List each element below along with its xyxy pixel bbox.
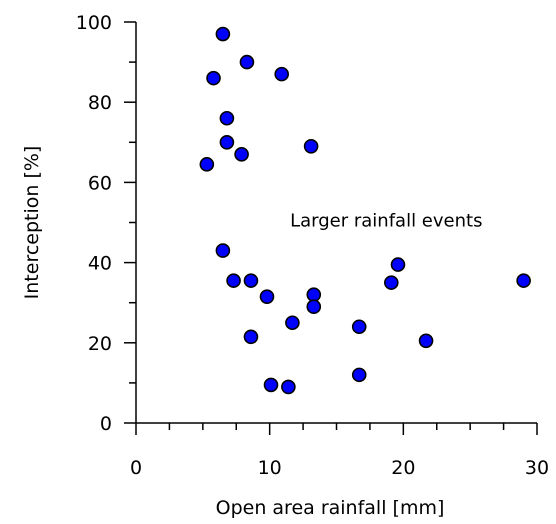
data-point	[351, 319, 367, 335]
data-point	[285, 315, 300, 331]
y-axis-title: Interception [%]	[21, 146, 43, 300]
data-point	[239, 54, 255, 70]
y-tick-label: 100	[76, 12, 112, 34]
y-tick-label: 40	[88, 253, 112, 275]
data-point	[390, 257, 406, 272]
data-point	[351, 367, 367, 383]
y-tick-label: 80	[88, 92, 112, 114]
annotation-label: Larger rainfall events	[290, 211, 482, 232]
data-point	[234, 147, 249, 162]
y-tick-label: 20	[88, 333, 112, 355]
data-point	[243, 329, 259, 345]
data-point	[418, 333, 434, 349]
data-point	[226, 273, 241, 288]
data-point	[206, 70, 221, 86]
x-tick-label: 10	[258, 457, 282, 479]
data-point	[219, 110, 235, 126]
data-point	[199, 157, 215, 172]
data-point	[215, 243, 231, 258]
axis-ticks	[124, 21, 538, 435]
x-axis-title: Open area rainfall [mm]	[216, 497, 445, 519]
x-tick-label: 20	[391, 457, 415, 479]
y-tick-label: 0	[100, 413, 112, 435]
x-tick-label: 0	[130, 457, 142, 479]
data-point	[274, 66, 289, 82]
data-point	[263, 377, 279, 393]
data-point	[259, 289, 275, 304]
data-points	[199, 26, 531, 395]
data-point	[306, 299, 322, 315]
data-point	[516, 273, 531, 288]
data-point	[384, 275, 399, 290]
data-point	[215, 26, 231, 42]
x-tick-label: 30	[525, 457, 549, 479]
data-point	[303, 139, 319, 154]
data-point	[281, 379, 296, 395]
data-point	[243, 273, 259, 288]
y-tick-label: 60	[88, 172, 112, 194]
axis-tick-labels: 0 20 40 60 80 100 0 10 20 30	[76, 12, 549, 479]
data-point	[219, 135, 235, 150]
data-point	[306, 287, 322, 302]
